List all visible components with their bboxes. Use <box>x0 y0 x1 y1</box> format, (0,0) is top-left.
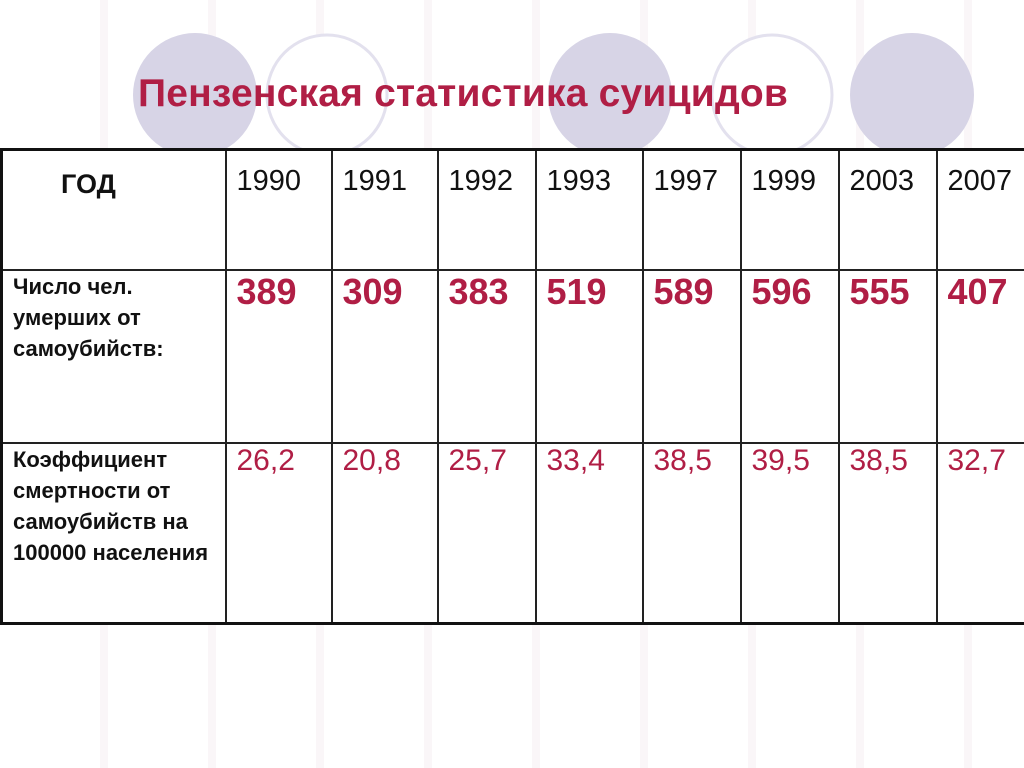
mortality-rate-value: 32,7 <box>935 442 1024 625</box>
year-cell: 1997 <box>641 148 742 271</box>
slide-title: Пензенская статистика суицидов <box>138 72 789 115</box>
deaths-count-value: 555 <box>837 269 938 444</box>
deaths-count-row: Число чел. умерших от самоубийств: 389 3… <box>0 269 1024 444</box>
year-cell: 1992 <box>436 148 537 271</box>
mortality-rate-value: 26,2 <box>224 442 333 625</box>
year-cell: 1990 <box>224 148 333 271</box>
deaths-count-value: 389 <box>224 269 333 444</box>
mortality-rate-value: 39,5 <box>739 442 840 625</box>
deaths-count-value: 519 <box>534 269 644 444</box>
year-cell: 1993 <box>534 148 644 271</box>
decor-circle-filled-3 <box>850 33 974 157</box>
deaths-count-label: Число чел. умерших от самоубийств: <box>0 269 227 444</box>
year-cell: 2007 <box>935 148 1024 271</box>
mortality-rate-value: 25,7 <box>436 442 537 625</box>
deaths-count-value: 309 <box>330 269 439 444</box>
year-cell: 2003 <box>837 148 938 271</box>
decor-circle-filled-1 <box>133 33 257 157</box>
mortality-rate-value: 20,8 <box>330 442 439 625</box>
year-header: ГОД <box>0 148 227 271</box>
suicide-statistics-table: ГОД 1990 1991 1992 1993 1997 1999 2003 2… <box>0 148 1024 625</box>
deaths-count-value: 596 <box>739 269 840 444</box>
deaths-count-value: 589 <box>641 269 742 444</box>
mortality-rate-label: Коэффициент смертности от самоубийств на… <box>0 442 227 625</box>
mortality-rate-value: 33,4 <box>534 442 644 625</box>
year-row: ГОД 1990 1991 1992 1993 1997 1999 2003 2… <box>0 148 1024 271</box>
decor-circle-filled-2 <box>548 33 672 157</box>
year-cell: 1991 <box>330 148 439 271</box>
mortality-rate-row: Коэффициент смертности от самоубийств на… <box>0 442 1024 625</box>
mortality-rate-value: 38,5 <box>837 442 938 625</box>
deaths-count-value: 383 <box>436 269 537 444</box>
year-cell: 1999 <box>739 148 840 271</box>
deaths-count-value: 407 <box>935 269 1024 444</box>
mortality-rate-value: 38,5 <box>641 442 742 625</box>
